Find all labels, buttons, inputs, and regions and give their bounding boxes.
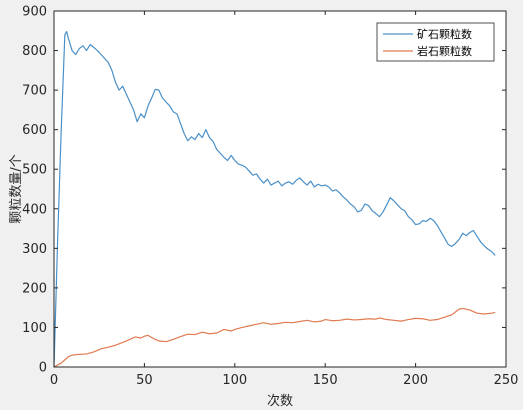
x-tick-label: 50: [136, 373, 153, 388]
y-tick-label: 900: [22, 5, 47, 20]
x-tick-label: 0: [50, 373, 58, 388]
y-axis-title: 颗粒数量/个: [9, 154, 24, 223]
y-tick-label: 300: [22, 242, 47, 257]
legend: 矿石颗粒数 岩石颗粒数: [376, 22, 495, 62]
x-tick-label: 250: [494, 373, 519, 388]
y-tick-label: 0: [39, 361, 47, 376]
plot-area: [54, 11, 506, 367]
legend-label-ore: 矿石颗粒数: [417, 27, 472, 41]
series-line-0: [53, 30, 496, 368]
y-tick-label: 700: [22, 84, 47, 99]
y-tick-label: 800: [22, 44, 47, 59]
legend-box: [376, 22, 495, 62]
y-tick-label: 100: [22, 321, 47, 336]
y-tick-label: 200: [22, 281, 47, 296]
series-layer: [53, 30, 496, 368]
x-tick-label: 150: [313, 373, 338, 388]
x-axis-title: 次数: [267, 393, 293, 409]
y-tick-label: 600: [22, 123, 47, 138]
x-tick-label: 100: [222, 373, 247, 388]
series-line-1: [53, 307, 496, 368]
y-tick-label: 400: [22, 202, 47, 217]
x-tick-label: 200: [403, 373, 428, 388]
y-tick-label: 500: [22, 163, 47, 178]
ticks-layer: 0 50 100 150 200 250 0 100 200 300 400 500 600 700 800…: [22, 5, 518, 389]
plot-frame: [53, 10, 507, 368]
legend-label-rock: 岩石颗粒数: [417, 44, 472, 58]
